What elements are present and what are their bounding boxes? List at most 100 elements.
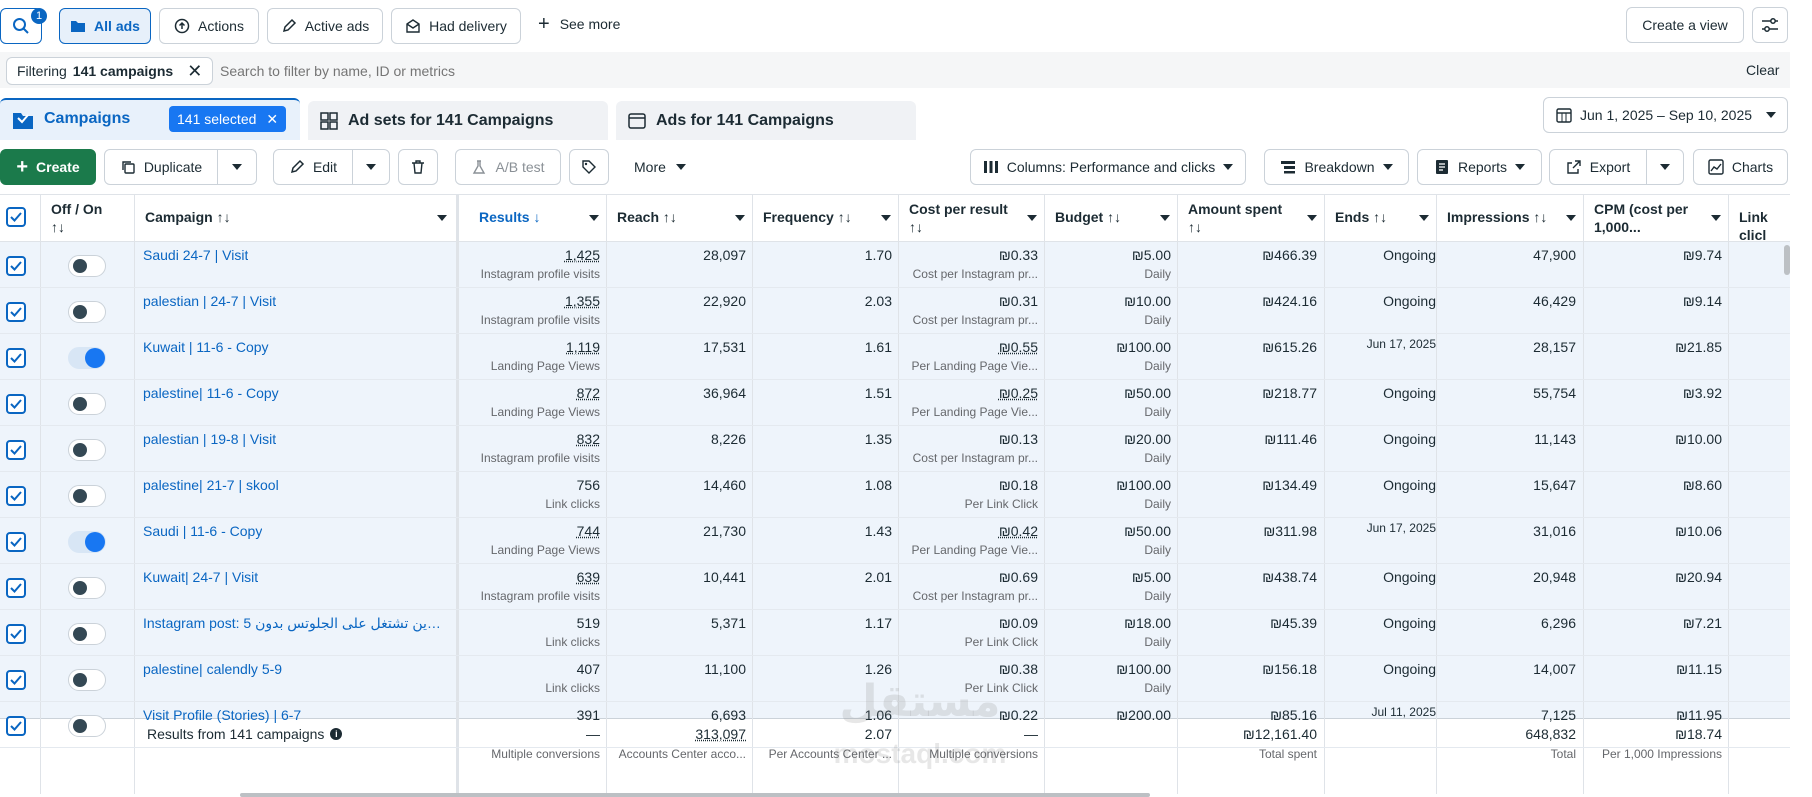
all-ads-button[interactable]: All ads bbox=[59, 8, 151, 44]
campaign-name-link[interactable]: palestian | 24-7 | Visit bbox=[143, 293, 277, 309]
campaign-toggle[interactable] bbox=[68, 669, 106, 691]
campaign-toggle[interactable] bbox=[68, 715, 106, 737]
campaign-name-link[interactable]: Visit Profile (Stories) | 6-7 bbox=[143, 707, 302, 723]
see-more-button[interactable]: + See more bbox=[538, 14, 620, 34]
table-row[interactable] bbox=[0, 380, 1790, 426]
more-button[interactable]: More bbox=[634, 159, 686, 175]
campaign-toggle[interactable] bbox=[68, 439, 106, 461]
header-spent[interactable]: Amount spent ↑↓ bbox=[1188, 200, 1282, 236]
delete-button[interactable] bbox=[398, 149, 438, 185]
chevron-down-icon[interactable] bbox=[881, 215, 891, 221]
campaign-toggle[interactable] bbox=[68, 531, 106, 553]
row-checkbox[interactable] bbox=[6, 348, 26, 368]
header-reach[interactable]: Reach ↑↓ bbox=[617, 208, 677, 226]
header-budget[interactable]: Budget ↑↓ bbox=[1055, 208, 1121, 226]
campaign-toggle[interactable] bbox=[68, 393, 106, 415]
campaign-toggle[interactable] bbox=[68, 255, 106, 277]
vertical-scrollbar[interactable] bbox=[1784, 245, 1790, 275]
chevron-down-icon[interactable] bbox=[1307, 215, 1317, 221]
export-button[interactable]: Export bbox=[1549, 149, 1647, 185]
reports-button[interactable]: Reports bbox=[1417, 149, 1542, 185]
header-cpr[interactable]: Cost per result ↑↓ bbox=[909, 200, 1008, 236]
duplicate-button[interactable]: Duplicate bbox=[104, 149, 218, 185]
row-checkbox[interactable] bbox=[6, 486, 26, 506]
row-checkbox[interactable] bbox=[6, 256, 26, 276]
row-checkbox[interactable] bbox=[6, 302, 26, 322]
tab-adsets[interactable]: Ad sets for 141 Campaigns bbox=[308, 101, 608, 140]
header-ends[interactable]: Ends ↑↓ bbox=[1335, 208, 1387, 226]
campaign-toggle[interactable] bbox=[68, 485, 106, 507]
campaign-name-link[interactable]: Saudi | 11-6 - Copy bbox=[143, 523, 263, 539]
table-row[interactable] bbox=[0, 242, 1790, 288]
header-results[interactable]: Results ↓ bbox=[479, 208, 540, 226]
chevron-down-icon[interactable] bbox=[1711, 215, 1721, 221]
table-row[interactable] bbox=[0, 610, 1790, 656]
had-delivery-button[interactable]: Had delivery bbox=[391, 8, 521, 44]
campaign-toggle[interactable] bbox=[68, 577, 106, 599]
info-icon[interactable]: i bbox=[330, 728, 343, 740]
edit-button[interactable]: Edit bbox=[273, 149, 353, 185]
chevron-down-icon[interactable] bbox=[1160, 215, 1170, 221]
table-row[interactable] bbox=[0, 702, 1790, 748]
header-campaign[interactable]: Campaign ↑↓ bbox=[145, 208, 231, 226]
table-row[interactable] bbox=[0, 564, 1790, 610]
chevron-down-icon[interactable] bbox=[1566, 215, 1576, 221]
selected-badge[interactable]: 141 selected ✕ bbox=[169, 106, 287, 132]
header-linkclicks[interactable]: Link clicl bbox=[1739, 209, 1768, 243]
table-row[interactable] bbox=[0, 656, 1790, 702]
clear-filter-link[interactable]: Clear bbox=[1746, 62, 1780, 78]
campaign-name-link[interactable]: Kuwait | 11-6 - Copy bbox=[143, 339, 269, 355]
campaign-toggle[interactable] bbox=[68, 301, 106, 323]
campaign-toggle[interactable] bbox=[68, 623, 106, 645]
breakdown-button[interactable]: Breakdown bbox=[1264, 149, 1409, 185]
tag-button[interactable] bbox=[569, 149, 609, 185]
header-offon[interactable]: Off / On ↑↓ bbox=[51, 200, 102, 236]
header-cpm[interactable]: CPM (cost per 1,000... bbox=[1594, 201, 1689, 235]
tab-ads[interactable]: Ads for 141 Campaigns bbox=[616, 101, 916, 140]
header-frequency[interactable]: Frequency ↑↓ bbox=[763, 208, 852, 226]
chevron-down-icon[interactable] bbox=[1027, 215, 1037, 221]
deselect-icon[interactable]: ✕ bbox=[266, 110, 279, 127]
campaign-name-link[interactable]: palestine| calendly 5-9 bbox=[143, 661, 283, 677]
table-row[interactable] bbox=[0, 518, 1790, 564]
campaign-name-link[interactable]: Saudi 24-7 | Visit bbox=[143, 247, 249, 263]
row-checkbox[interactable] bbox=[6, 532, 26, 552]
export-dropdown[interactable] bbox=[1646, 149, 1684, 185]
table-row[interactable] bbox=[0, 426, 1790, 472]
campaign-name-link[interactable]: Instagram post: 5 رين تشتغل على الجلوتس … bbox=[143, 615, 443, 631]
table-row[interactable] bbox=[0, 288, 1790, 334]
select-all-checkbox[interactable] bbox=[6, 207, 26, 227]
table-row[interactable] bbox=[0, 472, 1790, 518]
row-checkbox[interactable] bbox=[6, 716, 26, 736]
filter-chip[interactable]: Filtering 141 campaigns ✕ bbox=[6, 57, 214, 85]
actions-button[interactable]: Actions bbox=[159, 8, 259, 44]
campaign-name-link[interactable]: palestine| 21-7 | skool bbox=[143, 477, 279, 493]
settings-button[interactable] bbox=[1752, 7, 1788, 43]
row-checkbox[interactable] bbox=[6, 440, 26, 460]
active-ads-button[interactable]: Active ads bbox=[267, 8, 383, 44]
create-button[interactable]: + Create bbox=[0, 149, 96, 185]
duplicate-dropdown[interactable] bbox=[217, 149, 257, 185]
chevron-down-icon[interactable] bbox=[1419, 215, 1429, 221]
ab-test-button[interactable]: A/B test bbox=[455, 149, 561, 185]
chevron-down-icon[interactable] bbox=[589, 215, 599, 221]
date-range-picker[interactable]: Jun 1, 2025 – Sep 10, 2025 bbox=[1543, 97, 1788, 133]
chevron-down-icon[interactable] bbox=[437, 215, 447, 221]
horizontal-scrollbar[interactable] bbox=[240, 793, 1150, 797]
charts-button[interactable]: Charts bbox=[1693, 149, 1788, 185]
header-impressions[interactable]: Impressions ↑↓ bbox=[1447, 208, 1547, 226]
close-icon[interactable]: ✕ bbox=[187, 60, 203, 81]
filter-search-input[interactable] bbox=[220, 58, 1220, 84]
edit-dropdown[interactable] bbox=[352, 149, 390, 185]
campaign-name-link[interactable]: palestine| 11-6 - Copy bbox=[143, 385, 279, 401]
row-checkbox[interactable] bbox=[6, 578, 26, 598]
row-checkbox[interactable] bbox=[6, 394, 26, 414]
row-checkbox[interactable] bbox=[6, 670, 26, 690]
chevron-down-icon[interactable] bbox=[735, 215, 745, 221]
campaign-name-link[interactable]: palestian | 19-8 | Visit bbox=[143, 431, 277, 447]
columns-button[interactable]: Columns: Performance and clicks bbox=[970, 149, 1246, 185]
row-checkbox[interactable] bbox=[6, 624, 26, 644]
campaign-name-link[interactable]: Kuwait| 24-7 | Visit bbox=[143, 569, 259, 585]
table-row[interactable] bbox=[0, 334, 1790, 380]
campaign-toggle[interactable] bbox=[68, 347, 106, 369]
